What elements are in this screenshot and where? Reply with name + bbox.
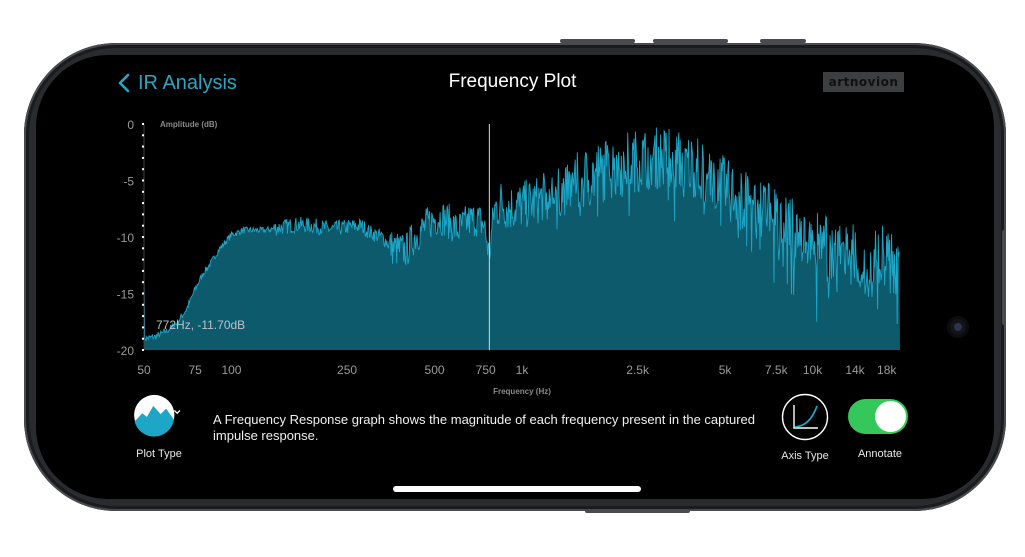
y-minor-tick: [142, 292, 144, 295]
camera-icon: [947, 316, 969, 338]
x-tick-label: 5k: [719, 363, 733, 377]
toggle-knob: [875, 401, 906, 432]
response-line: [143, 127, 900, 342]
y-tick-label: -15: [117, 288, 135, 302]
y-tick-label: -5: [123, 175, 134, 189]
x-tick-label: 100: [221, 363, 241, 377]
y-minor-tick: [142, 247, 144, 250]
x-tick-label: 1k: [516, 363, 530, 377]
y-minor-tick: [142, 156, 144, 159]
phone-action-button: [760, 39, 806, 43]
y-minor-tick: [142, 258, 144, 261]
x-tick-label: 14k: [845, 363, 865, 377]
axis-type-label: Axis Type: [781, 450, 829, 462]
y-minor-tick: [142, 179, 144, 182]
y-tick-label: 0: [127, 118, 134, 132]
y-minor-tick: [142, 190, 144, 193]
x-tick-label: 18k: [877, 363, 897, 377]
y-minor-tick: [142, 168, 144, 171]
x-tick-label: 750: [476, 363, 496, 377]
x-axis-label: Frequency (Hz): [493, 387, 551, 396]
annotate-label: Annotate: [857, 448, 903, 460]
y-minor-tick: [142, 202, 144, 205]
description-text: A Frequency Response graph shows the mag…: [213, 412, 756, 443]
page-title: Frequency Plot: [448, 71, 577, 92]
brand-logo: artnovion: [823, 72, 904, 92]
cursor-readout: 772Hz, -11.70dB: [156, 318, 245, 332]
y-minor-tick: [142, 326, 144, 329]
y-minor-tick: [142, 145, 144, 148]
y-minor-tick: [142, 213, 144, 216]
y-minor-tick: [142, 349, 144, 351]
y-minor-tick: [142, 303, 144, 306]
phone-side-button: [1002, 230, 1006, 325]
home-indicator: [393, 486, 641, 492]
y-minor-tick: [142, 315, 144, 318]
axis-type-icon[interactable]: [781, 393, 829, 441]
y-tick-label: -20: [117, 344, 135, 358]
x-tick-label: 10k: [803, 363, 823, 377]
back-button[interactable]: IR Analysis: [118, 70, 237, 96]
y-minor-tick: [142, 269, 144, 272]
chevron-left-icon: [118, 73, 130, 93]
response-area: [144, 127, 900, 350]
plot-type-icon[interactable]: [133, 394, 181, 438]
y-minor-tick: [142, 281, 144, 284]
phone-volume-button: [653, 39, 728, 43]
plot-type-label: Plot Type: [136, 448, 182, 460]
annotate-toggle[interactable]: [848, 399, 908, 434]
frequency-chart[interactable]: 0 -5 -10 -15 -20 Amplitude (dB) 50 75 100 250 500 7…: [100, 112, 910, 402]
phone-power-button: [585, 509, 690, 513]
y-minor-tick: [142, 337, 144, 340]
x-tick-label: 7.5k: [765, 363, 789, 377]
y-minor-tick: [142, 134, 144, 137]
x-tick-label: 250: [337, 363, 357, 377]
x-tick-label: 50: [137, 363, 151, 377]
x-tick-label: 2.5k: [626, 363, 650, 377]
plot-type-control[interactable]: Plot Type: [133, 394, 185, 460]
x-tick-label: 500: [425, 363, 445, 377]
y-axis-label: Amplitude (dB): [160, 120, 218, 129]
back-label: IR Analysis: [138, 71, 237, 94]
y-minor-tick: [142, 236, 144, 238]
x-tick-label: 75: [188, 363, 202, 377]
y-tick-label: -10: [117, 231, 135, 245]
y-minor-tick: [142, 224, 144, 227]
phone-volume-button: [560, 39, 635, 43]
y-minor-tick: [142, 123, 144, 125]
